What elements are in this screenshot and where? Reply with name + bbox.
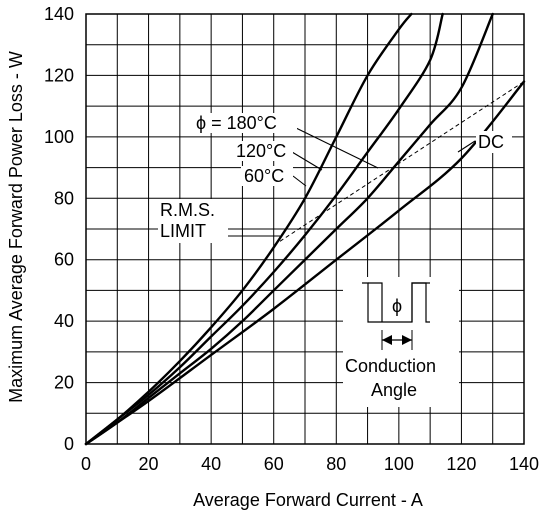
annotation-leaders xyxy=(228,127,476,237)
x-tick-label: 140 xyxy=(509,454,539,474)
y-axis-label: Maximum Average Forward Power Loss - W xyxy=(6,51,26,403)
x-tick-label: 100 xyxy=(384,454,414,474)
label-dc: DC xyxy=(478,132,504,152)
series-line-dc xyxy=(84,80,526,446)
grid-lines xyxy=(86,14,524,444)
label-rms-line2: LIMIT xyxy=(160,221,206,241)
leader-180 xyxy=(295,127,379,169)
y-tick-label: 0 xyxy=(64,434,74,454)
label-phi-180: ϕ = 180°C xyxy=(196,113,277,133)
y-tick-label: 20 xyxy=(54,373,74,393)
label-rms-line1: R.M.S. xyxy=(160,200,215,220)
tick-labels: 0 20 40 60 80 100 120 140 0 20 40 60 80 100 120 140 xyxy=(44,4,539,474)
x-tick-label: 40 xyxy=(201,454,221,474)
series-line-60c xyxy=(84,12,494,446)
y-tick-label: 40 xyxy=(54,311,74,331)
x-axis-label: Average Forward Current - A xyxy=(193,490,423,510)
x-tick-label: 60 xyxy=(264,454,284,474)
y-tick-label: 80 xyxy=(54,188,74,208)
leader-60 xyxy=(292,175,307,187)
phi-symbol: ϕ xyxy=(392,296,402,316)
leader-120 xyxy=(291,151,323,171)
x-tick-label: 0 xyxy=(81,454,91,474)
conduction-label-line1: Conduction xyxy=(345,356,436,376)
y-tick-label: 100 xyxy=(44,127,74,147)
y-tick-label: 120 xyxy=(44,65,74,85)
conduction-label-line2: Angle xyxy=(371,380,417,400)
x-tick-label: 80 xyxy=(326,454,346,474)
y-tick-label: 60 xyxy=(54,250,74,270)
plot-frame xyxy=(85,13,525,445)
y-tick-label: 140 xyxy=(44,4,74,24)
leader-dc xyxy=(457,140,476,153)
x-tick-label: 120 xyxy=(446,454,476,474)
label-60: 60°C xyxy=(244,166,284,186)
series-line-180c xyxy=(84,12,413,446)
label-120: 120°C xyxy=(236,141,286,161)
conduction-angle-inset: ϕ Conduction Angle xyxy=(343,277,459,407)
curves xyxy=(84,12,526,446)
x-tick-label: 20 xyxy=(139,454,159,474)
series-line-120c xyxy=(84,12,444,446)
